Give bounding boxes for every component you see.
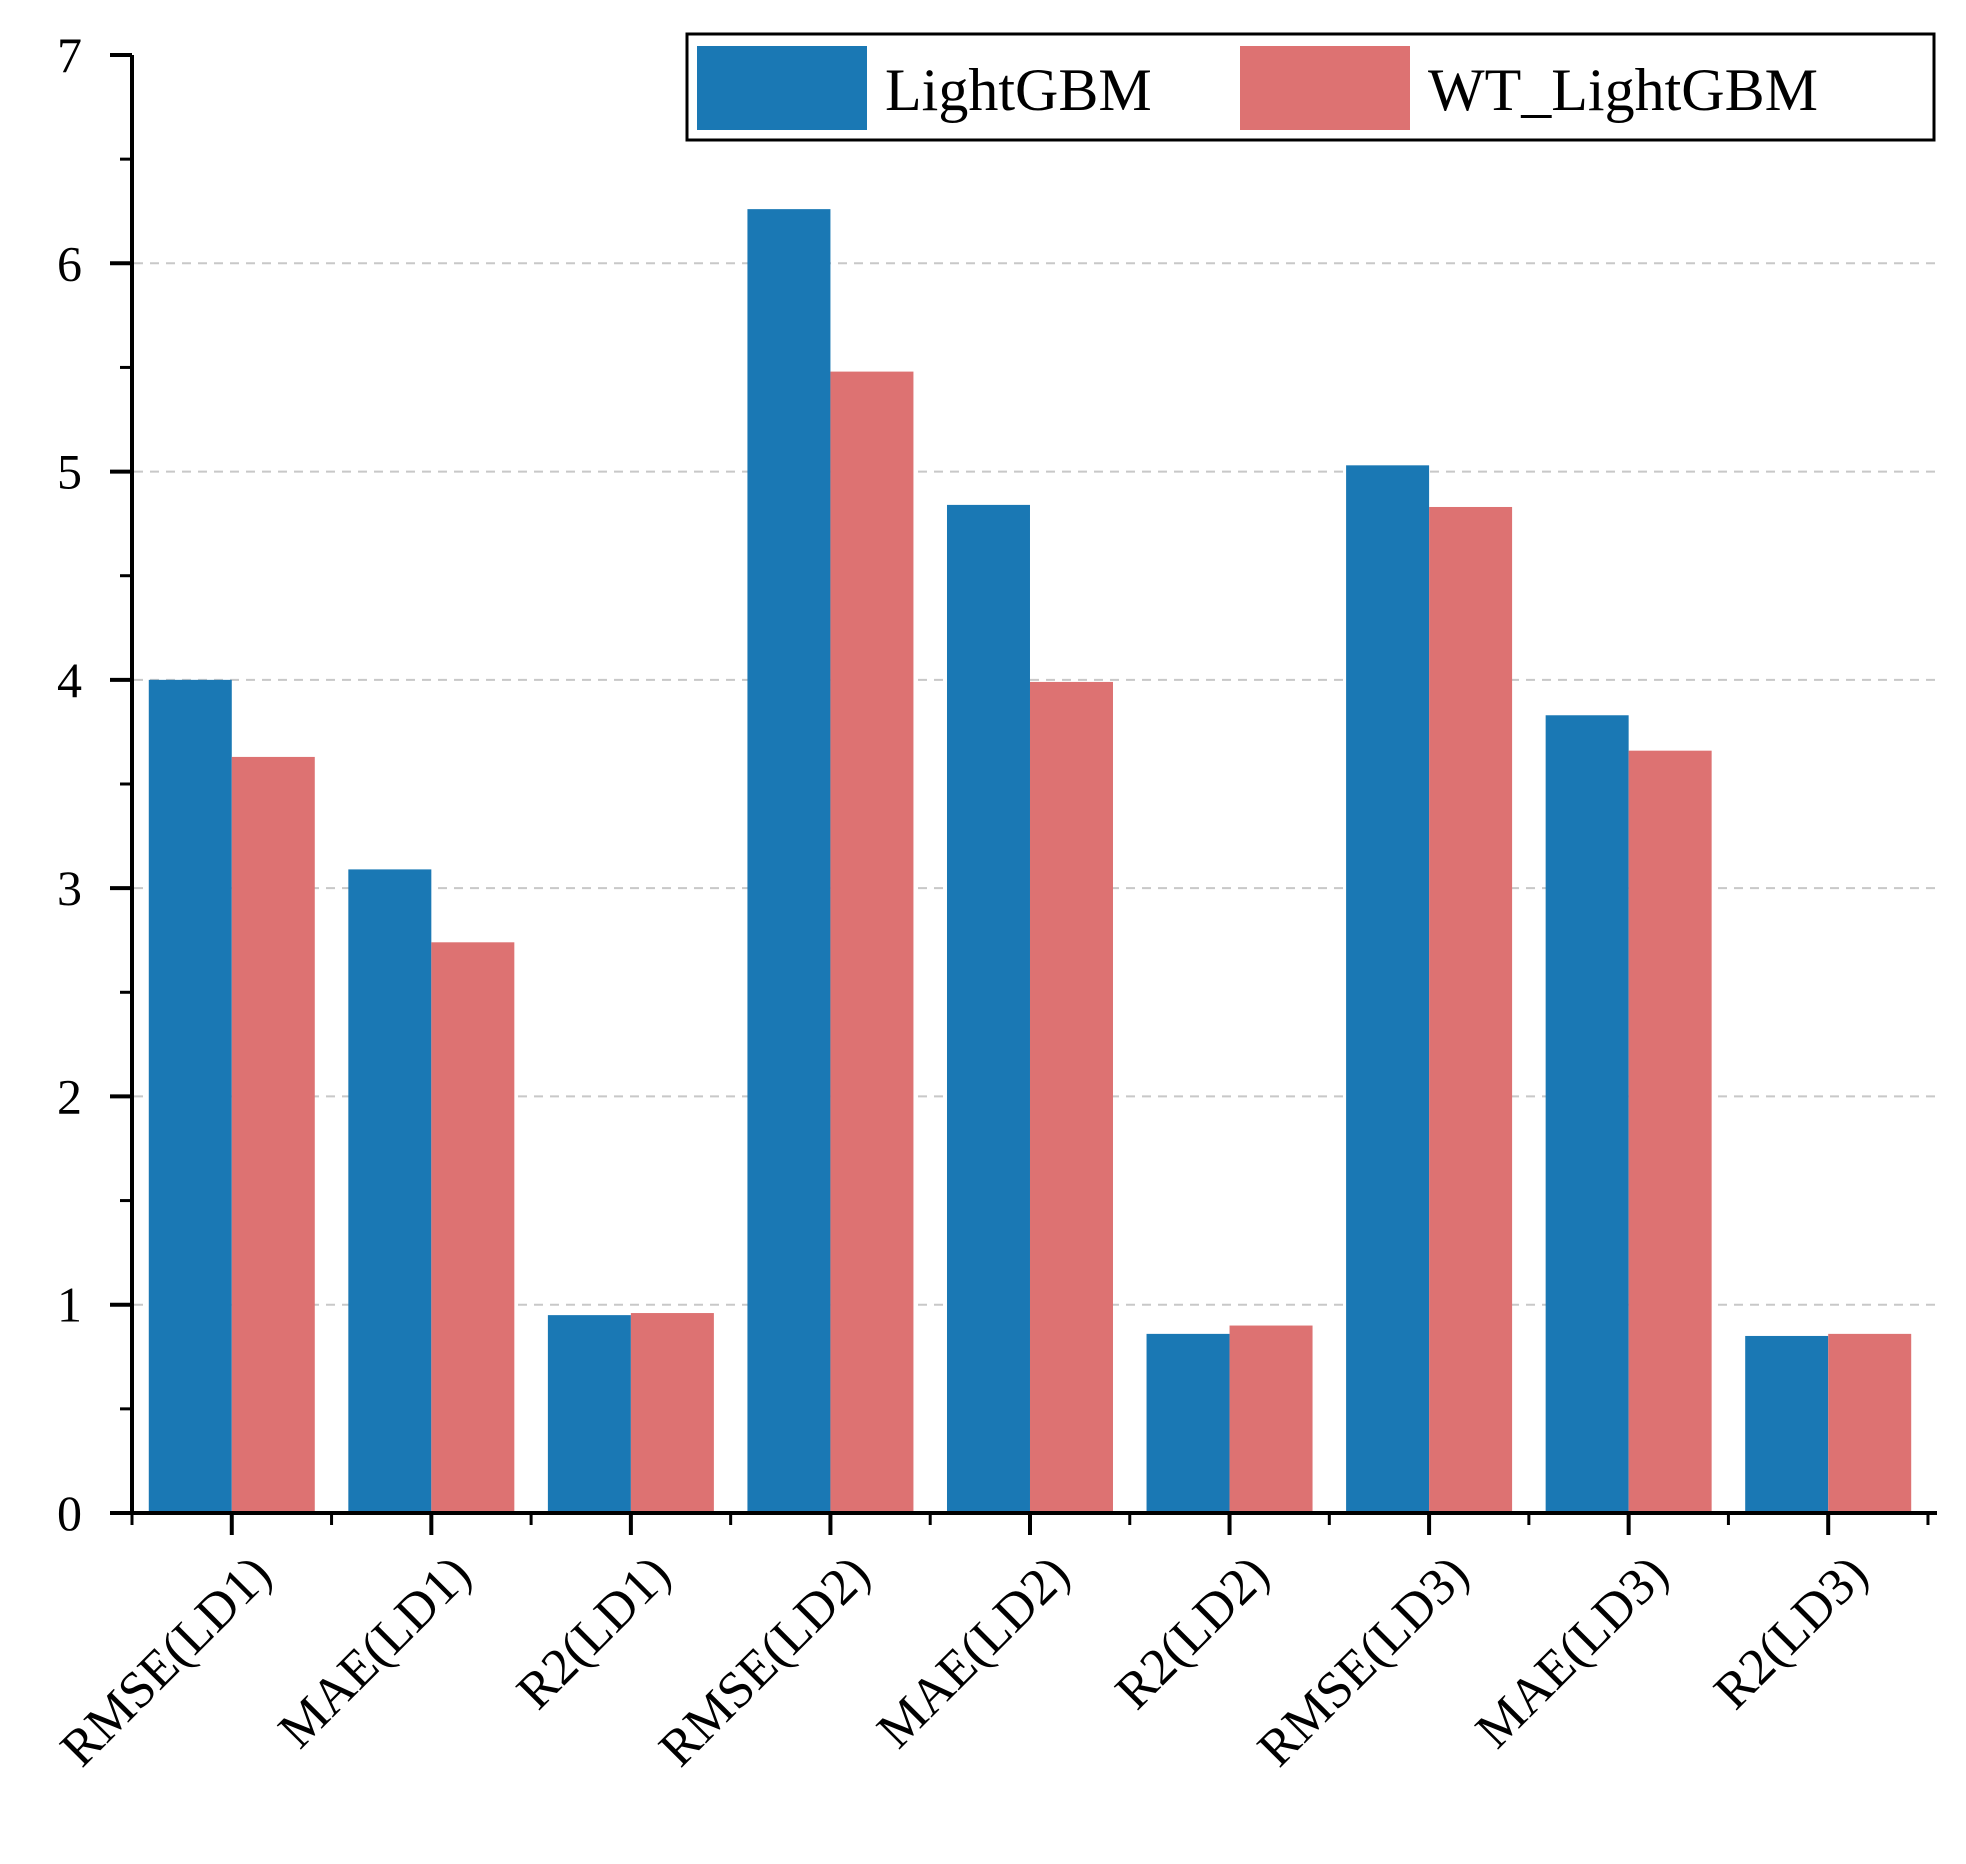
- bar-wt-lightgbm-5: [1029, 681, 1113, 1513]
- bar-wt-lightgbm-8: [1628, 750, 1712, 1513]
- x-tick-label: RMSE(LD3): [1247, 1545, 1479, 1777]
- y-tick-label: 6: [57, 235, 82, 291]
- bar-lightgbm-9: [1745, 1335, 1829, 1513]
- bars: [148, 209, 1912, 1514]
- y-tick-label: 0: [57, 1485, 82, 1541]
- x-tick-label: RMSE(LD2): [649, 1545, 881, 1777]
- bar-wt-lightgbm-6: [1229, 1325, 1313, 1513]
- bar-lightgbm-5: [946, 504, 1030, 1513]
- bar-lightgbm-6: [1146, 1333, 1230, 1513]
- bar-lightgbm-8: [1545, 715, 1629, 1513]
- bar-lightgbm-4: [747, 209, 831, 1513]
- legend-label-wt-lightgbm: WT_LightGBM: [1428, 57, 1818, 123]
- legend-swatch-wt-lightgbm: [1240, 46, 1410, 130]
- x-tick-label: R2(LD3): [1704, 1545, 1879, 1720]
- bar-lightgbm-1: [148, 679, 232, 1513]
- bar-wt-lightgbm-4: [830, 371, 914, 1514]
- x-ticks: RMSE(LD1)MAE(LD1) R2(LD1)RMSE(LD2)MAE(LD2…: [50, 1513, 1930, 1778]
- y-tick-label: 2: [57, 1068, 82, 1124]
- y-tick-label: 5: [57, 444, 82, 500]
- legend-swatch-lightgbm: [697, 46, 867, 130]
- bar-wt-lightgbm-1: [231, 756, 315, 1513]
- x-tick-label: MAE(LD2): [867, 1545, 1081, 1759]
- y-tick-label: 1: [57, 1277, 82, 1333]
- y-tick-label: 4: [57, 652, 82, 708]
- bar-lightgbm-2: [348, 869, 432, 1513]
- y-tick-label: 7: [57, 27, 82, 83]
- bar-lightgbm-3: [547, 1315, 631, 1513]
- bar-wt-lightgbm-3: [630, 1313, 714, 1513]
- x-tick-label: R2(LD2): [1105, 1545, 1280, 1720]
- bar-wt-lightgbm-7: [1429, 506, 1513, 1514]
- bar-wt-lightgbm-2: [431, 942, 515, 1513]
- x-tick-label: MAE(LD1): [268, 1545, 482, 1759]
- y-ticks: 0 1 2 3 4 5 6 7: [57, 27, 132, 1541]
- x-tick-label: R2(LD1): [506, 1545, 681, 1720]
- y-tick-label: 3: [57, 860, 82, 916]
- x-tick-label: MAE(LD3): [1465, 1545, 1679, 1759]
- x-tick-label: RMSE(LD1): [50, 1545, 282, 1777]
- legend-label-lightgbm: LightGBM: [885, 57, 1152, 123]
- legend: LightGBM WT_LightGBM: [685, 32, 1936, 142]
- bar-wt-lightgbm-9: [1828, 1333, 1912, 1513]
- bar-lightgbm-7: [1346, 465, 1430, 1513]
